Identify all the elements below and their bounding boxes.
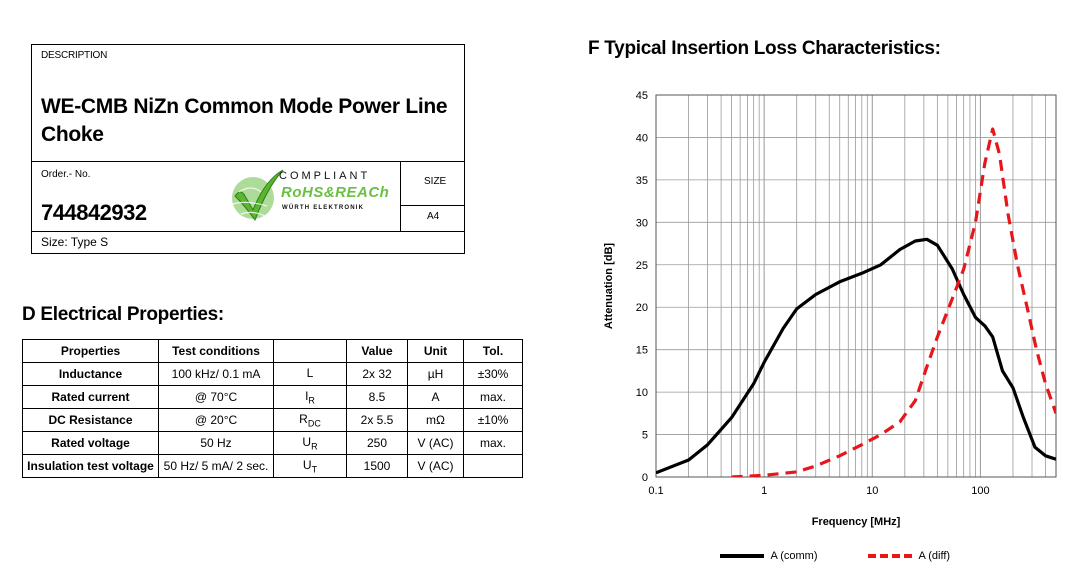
unit-cell: V (AC) bbox=[407, 431, 464, 455]
electrical-properties-table: Properties Test conditions Value Unit To… bbox=[22, 339, 523, 478]
y-tick-label: 35 bbox=[636, 175, 648, 187]
size-label: SIZE bbox=[424, 176, 447, 187]
product-title: WE-CMB NiZn Common Mode Power Line Choke bbox=[41, 95, 448, 146]
legend-label-diff: A (diff) bbox=[918, 550, 951, 562]
y-tick-label: 25 bbox=[636, 260, 648, 272]
y-axis-label: Attenuation [dB] bbox=[603, 243, 615, 329]
table-row: Inductance 100 kHz/ 0.1 mA L 2x 32 µH ±30% bbox=[22, 362, 523, 386]
symbol-cell: UR bbox=[273, 431, 347, 455]
property-cell: Insulation test voltage bbox=[22, 454, 159, 478]
divider bbox=[32, 161, 464, 162]
chart-heading: F Typical Insertion Loss Characteristics… bbox=[588, 38, 941, 59]
table-header-row: Properties Test conditions Value Unit To… bbox=[22, 339, 523, 363]
y-tick-label: 10 bbox=[636, 387, 648, 399]
table-row: Insulation test voltage 50 Hz/ 5 mA/ 2 se… bbox=[22, 454, 523, 478]
value-cell: 1500 bbox=[346, 454, 408, 478]
legend-item-comm: A (comm) bbox=[720, 550, 818, 562]
y-tick-label: 15 bbox=[636, 345, 648, 357]
tolerance-cell bbox=[463, 454, 523, 478]
legend-label-comm: A (comm) bbox=[770, 550, 818, 562]
x-tick-label: 10 bbox=[866, 485, 878, 497]
symbol-cell: RDC bbox=[273, 408, 347, 432]
legend-swatch-diff bbox=[868, 554, 912, 559]
symbol-cell: UT bbox=[273, 454, 347, 478]
symbol-subscript: DC bbox=[307, 418, 321, 429]
value-cell: 2x 5.5 bbox=[346, 408, 408, 432]
symbol-subscript: R bbox=[308, 395, 315, 406]
unit-cell: mΩ bbox=[407, 408, 464, 432]
symbol-subscript: R bbox=[311, 441, 318, 452]
symbol-cell: IR bbox=[273, 385, 347, 409]
wurth-text: WÜRTH ELEKTRONIK bbox=[282, 205, 365, 211]
symbol-text: U bbox=[302, 457, 312, 472]
plot-frame bbox=[655, 94, 1057, 478]
condition-cell: @ 70°C bbox=[158, 385, 274, 409]
symbol-text: I bbox=[305, 388, 309, 403]
header-cell: Properties bbox=[22, 339, 159, 363]
symbol-cell: L bbox=[273, 362, 347, 386]
description-box: DESCRIPTION WE-CMB NiZn Common Mode Powe… bbox=[31, 44, 465, 254]
order-label: Order.- No. bbox=[41, 169, 91, 180]
value-cell: 250 bbox=[346, 431, 408, 455]
header-cell: Tol. bbox=[463, 339, 523, 363]
legend-swatch-comm bbox=[720, 554, 764, 559]
divider bbox=[400, 205, 464, 206]
condition-cell: 100 kHz/ 0.1 mA bbox=[158, 362, 274, 386]
symbol-text: U bbox=[302, 434, 312, 449]
y-tick-label: 20 bbox=[636, 302, 648, 314]
electrical-properties-heading: D Electrical Properties: bbox=[22, 304, 224, 325]
x-tick-label: 1 bbox=[761, 485, 767, 497]
tolerance-cell: max. bbox=[463, 431, 523, 455]
size-type: Size: Type S bbox=[41, 235, 109, 249]
property-cell: Rated current bbox=[22, 385, 159, 409]
value-cell: 2x 32 bbox=[346, 362, 408, 386]
symbol-subscript: T bbox=[311, 464, 318, 475]
x-axis-label: Frequency [MHz] bbox=[812, 516, 901, 528]
insertion-loss-chart: 0 5 10 15 20 25 30 35 40 45 0.1 1 10 100 Frequency [MH… bbox=[603, 90, 1057, 528]
unit-cell: µH bbox=[407, 362, 464, 386]
divider bbox=[400, 161, 401, 231]
condition-cell: @ 20°C bbox=[158, 408, 274, 432]
property-cell: Rated voltage bbox=[22, 431, 159, 455]
legend-item-diff: A (diff) bbox=[868, 550, 950, 562]
tolerance-cell: ±30% bbox=[463, 362, 523, 386]
table-row: DC Resistance @ 20°C RDC 2x 5.5 mΩ ±10% bbox=[22, 408, 523, 432]
y-tick-label: 40 bbox=[636, 132, 648, 144]
header-cell: Test conditions bbox=[158, 339, 274, 363]
rohs-compliant-logo: COMPLIANT RoHS&REACh WÜRTH ELEKTRONIK bbox=[227, 166, 427, 224]
property-cell: Inductance bbox=[22, 362, 159, 386]
y-tick-label: 5 bbox=[642, 430, 648, 442]
divider bbox=[32, 231, 464, 232]
value-cell: 8.5 bbox=[346, 385, 408, 409]
rohs-reach-text: RoHS&REACh bbox=[281, 184, 390, 201]
description-label: DESCRIPTION bbox=[41, 50, 108, 61]
checkmark-globe-icon bbox=[232, 169, 284, 222]
unit-cell: A bbox=[407, 385, 464, 409]
series-line-comm bbox=[656, 237, 1056, 475]
series-line-diff bbox=[731, 127, 1056, 477]
symbol-text: L bbox=[306, 365, 314, 380]
x-tick-label: 0.1 bbox=[648, 485, 663, 497]
order-number: 744842932 bbox=[41, 200, 147, 225]
property-cell: DC Resistance bbox=[22, 408, 159, 432]
condition-cell: 50 Hz/ 5 mA/ 2 sec. bbox=[158, 454, 274, 478]
y-tick-label: 45 bbox=[636, 90, 648, 102]
condition-cell: 50 Hz bbox=[158, 431, 274, 455]
header-cell: Value bbox=[346, 339, 408, 363]
x-tick-label: 100 bbox=[971, 485, 989, 497]
compliant-text: COMPLIANT bbox=[279, 170, 371, 182]
size-value: A4 bbox=[427, 211, 440, 222]
symbol-text: R bbox=[299, 411, 308, 426]
tolerance-cell: ±10% bbox=[463, 408, 523, 432]
unit-cell: V (AC) bbox=[407, 454, 464, 478]
header-cell bbox=[273, 339, 347, 363]
y-tick-label: 0 bbox=[642, 472, 648, 484]
table-row: Rated voltage 50 Hz UR 250 V (AC) max. bbox=[22, 431, 523, 455]
header-cell: Unit bbox=[407, 339, 464, 363]
tolerance-cell: max. bbox=[463, 385, 523, 409]
y-tick-label: 30 bbox=[636, 217, 648, 229]
